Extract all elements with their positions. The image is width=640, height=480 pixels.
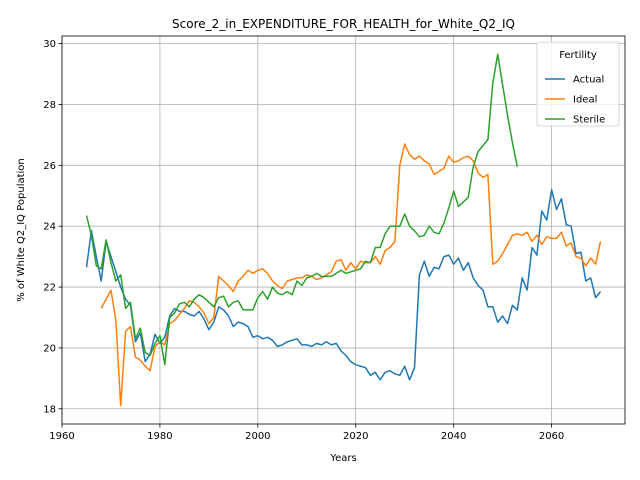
y-tick-label: 22 xyxy=(43,283,56,294)
x-tick-label: 1980 xyxy=(147,431,172,442)
series-line-sterile xyxy=(85,53,519,366)
series-line-actual xyxy=(85,188,602,381)
x-tick-label: 2040 xyxy=(441,431,466,442)
legend-label-actual: Actual xyxy=(573,75,604,86)
x-axis-label: Years xyxy=(329,453,356,464)
y-tick-label: 28 xyxy=(43,100,56,111)
y-tick-label: 26 xyxy=(43,161,56,172)
x-tick-label: 1960 xyxy=(49,431,74,442)
legend: Fertility Actual Ideal Sterile xyxy=(536,41,620,127)
axis-ticks: 1960 1980 2000 2020 2040 2060 18 20 22 24 26 28 30 xyxy=(43,39,564,442)
y-tick-label: 20 xyxy=(43,343,56,354)
y-axis-label: % of White Q2_IQ Population xyxy=(16,158,27,302)
y-tick-label: 18 xyxy=(43,404,56,415)
x-tick-label: 2000 xyxy=(245,431,270,442)
x-tick-label: 2060 xyxy=(539,431,564,442)
gridlines xyxy=(61,36,625,424)
legend-title: Fertility xyxy=(559,50,597,61)
plot-frame xyxy=(61,35,626,425)
legend-label-ideal: Ideal xyxy=(573,95,597,106)
chart-title: Score_2_in_EXPENDITURE_FOR_HEALTH_for_Wh… xyxy=(172,17,515,31)
legend-box xyxy=(536,41,620,127)
series-lines xyxy=(85,53,602,407)
legend-label-sterile: Sterile xyxy=(573,115,605,126)
y-tick-label: 24 xyxy=(43,222,56,233)
y-tick-label: 30 xyxy=(43,39,56,50)
x-tick-label: 2020 xyxy=(343,431,368,442)
series-line-ideal xyxy=(100,143,602,407)
